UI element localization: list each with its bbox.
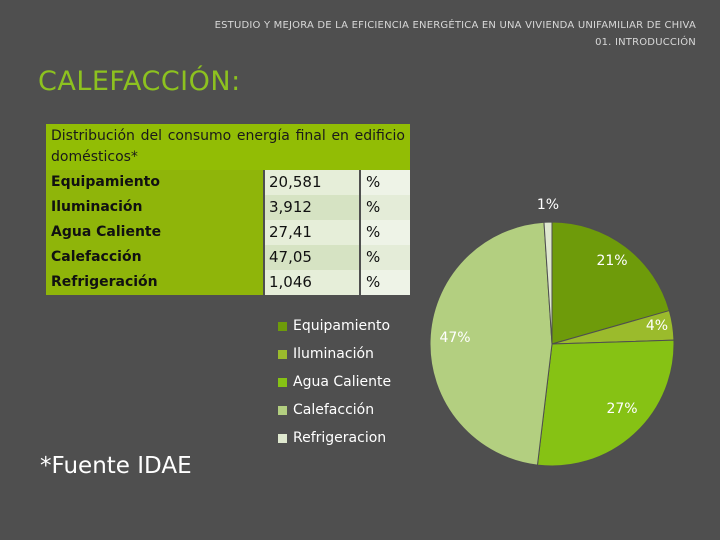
legend-label: Refrigeracion [293,430,387,446]
legend-item: Agua Caliente [278,374,391,390]
row-label: Iluminación [46,195,263,220]
table-row: Equipamiento 20,581% [46,170,410,195]
legend-swatch [278,377,287,387]
table-header: Distribución del consumo energía final e… [46,124,410,170]
table-row: Calefacción 47,05% [46,245,410,270]
legend-item: Refrigeracion [278,430,386,446]
pie-label: 4% [646,318,668,334]
row-unit: % [361,245,410,270]
row-unit: % [361,195,410,220]
legend-label: Equipamiento [293,318,391,334]
table-row: Iluminación 3,912% [46,195,410,220]
pie-slice-calefaccion [429,221,553,466]
header-section: 01. INTRODUCCIÓN [595,37,696,48]
source-note: *Fuente IDAE [40,453,192,479]
row-unit: % [361,270,410,295]
legend-swatch [278,433,287,443]
row-value: 20,581 [265,170,359,195]
pie-slice-refrigeracion [543,221,553,345]
pie-labels: 21% 4% 27% 47% 1% [439,197,668,417]
row-label: Agua Caliente [46,220,263,245]
table-row: Refrigeración 1,046% [46,270,410,295]
row-label: Equipamiento [46,170,263,195]
row-label: Refrigeración [46,270,263,295]
pie-label: 47% [439,330,470,346]
pie-label: 21% [596,253,627,269]
legend-item: Calefacción [278,402,374,418]
pie-label: 1% [537,197,559,213]
row-unit: % [361,220,410,245]
row-value: 1,046 [265,270,359,295]
row-value: 3,912 [265,195,359,220]
legend-swatch [278,405,287,415]
legend-swatch [278,321,287,331]
page-title: CALEFACCIÓN: [38,66,241,97]
legend-swatch [278,349,287,359]
legend-label: Calefacción [293,402,375,418]
pie-slice-equipamiento [551,221,670,345]
legend-label: Agua Caliente [293,374,392,390]
row-unit: % [361,170,410,195]
consumption-table: Distribución del consumo energía final e… [46,124,410,295]
legend-label: Iluminación [293,346,374,362]
row-label: Calefacción [46,245,263,270]
row-value: 27,41 [265,220,359,245]
legend-item: Equipamiento [278,318,390,334]
table-body: Equipamiento 20,581% Iluminación 3,912% Agua… [46,170,410,295]
pie-label: 27% [606,401,637,417]
table-row: Agua Caliente 27,41% [46,220,410,245]
pie-slices [429,221,675,467]
header-title: ESTUDIO Y MEJORA DE LA EFICIENCIA ENERGÉ… [214,20,696,31]
legend-item: Iluminación [278,346,374,362]
row-value: 47,05 [265,245,359,270]
pie-slice-agua-caliente [536,339,675,467]
